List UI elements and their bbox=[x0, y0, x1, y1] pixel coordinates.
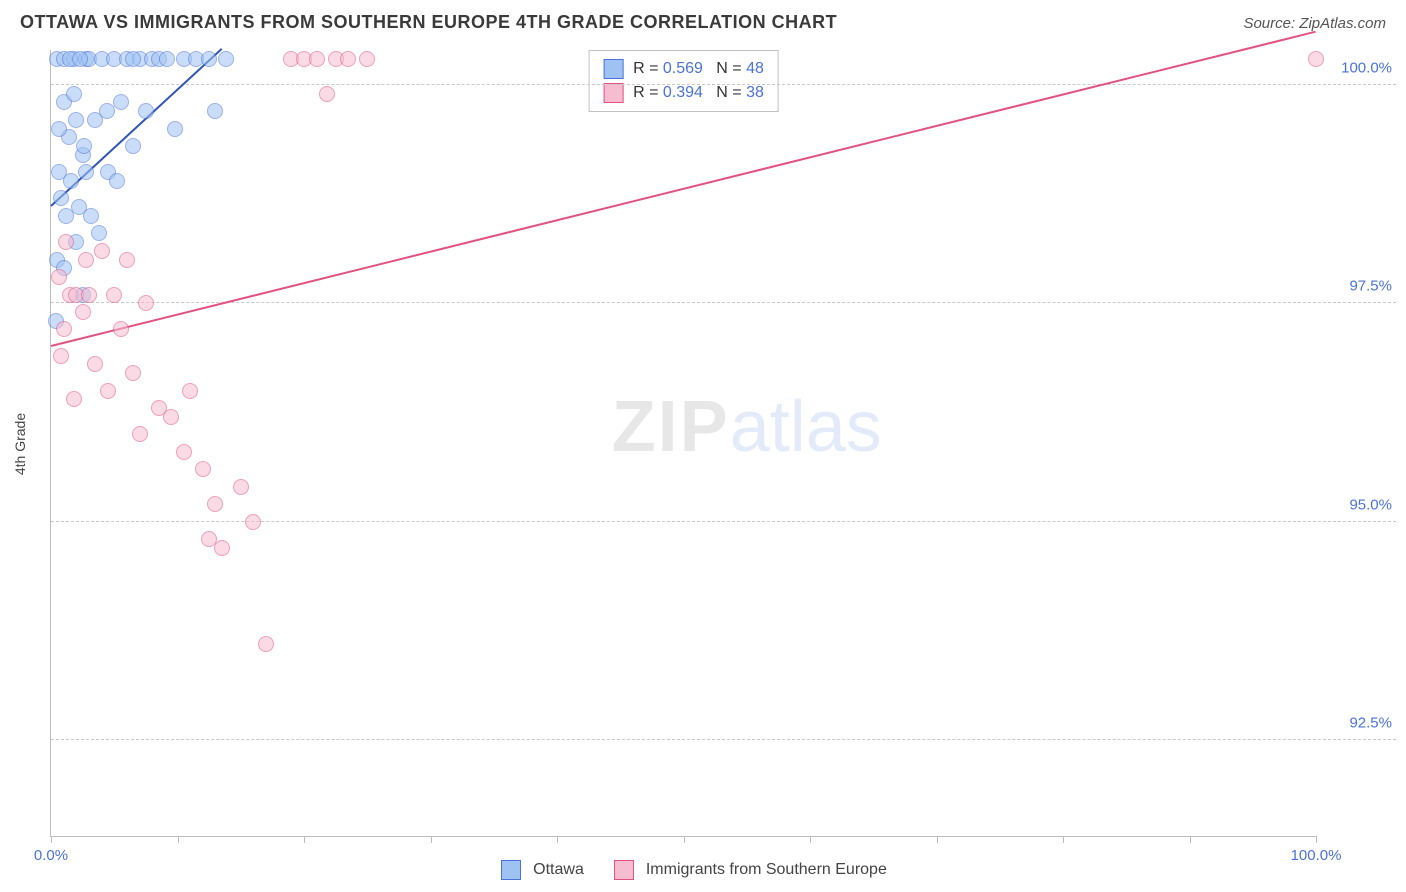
data-point-imm bbox=[58, 234, 74, 250]
data-point-imm bbox=[100, 383, 116, 399]
legend-stat: R = 0.569 N = 48 bbox=[633, 60, 764, 78]
data-point-ottawa bbox=[51, 121, 67, 137]
data-point-ottawa bbox=[83, 208, 99, 224]
watermark: ZIPatlas bbox=[612, 386, 882, 468]
data-point-imm bbox=[163, 409, 179, 425]
data-point-imm bbox=[195, 461, 211, 477]
data-point-ottawa bbox=[201, 51, 217, 67]
x-tick bbox=[51, 836, 52, 843]
y-axis-label: 4th Grade bbox=[12, 412, 28, 474]
data-point-imm bbox=[176, 444, 192, 460]
x-tick bbox=[431, 836, 432, 843]
x-tick bbox=[810, 836, 811, 843]
data-point-imm bbox=[106, 287, 122, 303]
legend-stat: R = 0.394 N = 38 bbox=[633, 84, 764, 102]
data-point-imm bbox=[340, 51, 356, 67]
data-point-ottawa bbox=[66, 86, 82, 102]
data-point-ottawa bbox=[159, 51, 175, 67]
legend-swatch bbox=[603, 83, 623, 103]
data-point-imm bbox=[132, 426, 148, 442]
legend-label: Immigrants from Southern Europe bbox=[646, 861, 887, 879]
data-point-imm bbox=[81, 287, 97, 303]
watermark-atlas: atlas bbox=[730, 387, 882, 467]
x-tick bbox=[1316, 836, 1317, 843]
source-label: Source: ZipAtlas.com bbox=[1243, 15, 1386, 32]
data-point-ottawa bbox=[63, 173, 79, 189]
data-point-ottawa bbox=[125, 51, 141, 67]
y-tick-label: 100.0% bbox=[1341, 59, 1392, 76]
data-point-imm bbox=[359, 51, 375, 67]
data-point-imm bbox=[53, 348, 69, 364]
x-tick bbox=[937, 836, 938, 843]
gridline bbox=[51, 739, 1396, 740]
data-point-ottawa bbox=[76, 138, 92, 154]
legend-row: R = 0.569 N = 48 bbox=[603, 57, 764, 81]
data-point-imm bbox=[233, 479, 249, 495]
data-point-ottawa bbox=[218, 51, 234, 67]
data-point-imm bbox=[94, 243, 110, 259]
data-point-imm bbox=[138, 295, 154, 311]
data-point-ottawa bbox=[53, 190, 69, 206]
data-point-imm bbox=[87, 356, 103, 372]
data-point-ottawa bbox=[91, 225, 107, 241]
data-point-imm bbox=[66, 391, 82, 407]
data-point-imm bbox=[1308, 51, 1324, 67]
chart-container: 4th Grade ZIPatlas R = 0.569 N = 48R = 0… bbox=[50, 50, 1396, 837]
data-point-ottawa bbox=[68, 112, 84, 128]
data-point-imm bbox=[113, 321, 129, 337]
gridline bbox=[51, 84, 1396, 85]
data-point-imm bbox=[78, 252, 94, 268]
x-tick bbox=[557, 836, 558, 843]
legend-swatch bbox=[614, 860, 634, 880]
y-tick-label: 95.0% bbox=[1349, 496, 1392, 513]
data-point-ottawa bbox=[207, 103, 223, 119]
x-tick bbox=[304, 836, 305, 843]
data-point-ottawa bbox=[125, 138, 141, 154]
watermark-zip: ZIP bbox=[612, 387, 730, 467]
data-point-imm bbox=[207, 496, 223, 512]
data-point-imm bbox=[214, 540, 230, 556]
data-point-ottawa bbox=[138, 103, 154, 119]
header: OTTAWA VS IMMIGRANTS FROM SOUTHERN EUROP… bbox=[0, 0, 1406, 33]
data-point-imm bbox=[75, 304, 91, 320]
x-tick bbox=[684, 836, 685, 843]
data-point-imm bbox=[182, 383, 198, 399]
data-point-ottawa bbox=[78, 164, 94, 180]
data-point-imm bbox=[309, 51, 325, 67]
x-tick bbox=[178, 836, 179, 843]
data-point-imm bbox=[119, 252, 135, 268]
plot-area: ZIPatlas R = 0.569 N = 48 R = 0.394 N = 3… bbox=[50, 50, 1316, 837]
y-tick-label: 92.5% bbox=[1349, 714, 1392, 731]
data-point-imm bbox=[51, 269, 67, 285]
data-point-imm bbox=[319, 86, 335, 102]
data-point-ottawa bbox=[72, 51, 88, 67]
data-point-ottawa bbox=[109, 173, 125, 189]
chart-title: OTTAWA VS IMMIGRANTS FROM SOUTHERN EUROP… bbox=[20, 12, 837, 33]
legend-label: Ottawa bbox=[533, 861, 584, 879]
x-tick bbox=[1190, 836, 1191, 843]
data-point-ottawa bbox=[113, 94, 129, 110]
data-point-imm bbox=[245, 514, 261, 530]
data-point-ottawa bbox=[167, 121, 183, 137]
stats-legend: R = 0.569 N = 48 R = 0.394 N = 38 bbox=[588, 50, 779, 112]
data-point-imm bbox=[56, 321, 72, 337]
data-point-imm bbox=[258, 636, 274, 652]
legend-swatch bbox=[603, 59, 623, 79]
gridline bbox=[51, 302, 1396, 303]
y-tick-label: 97.5% bbox=[1349, 278, 1392, 295]
legend-swatch bbox=[501, 860, 521, 880]
data-point-imm bbox=[125, 365, 141, 381]
bottom-legend: Ottawa Immigrants from Southern Europe bbox=[0, 860, 1406, 880]
x-tick bbox=[1063, 836, 1064, 843]
